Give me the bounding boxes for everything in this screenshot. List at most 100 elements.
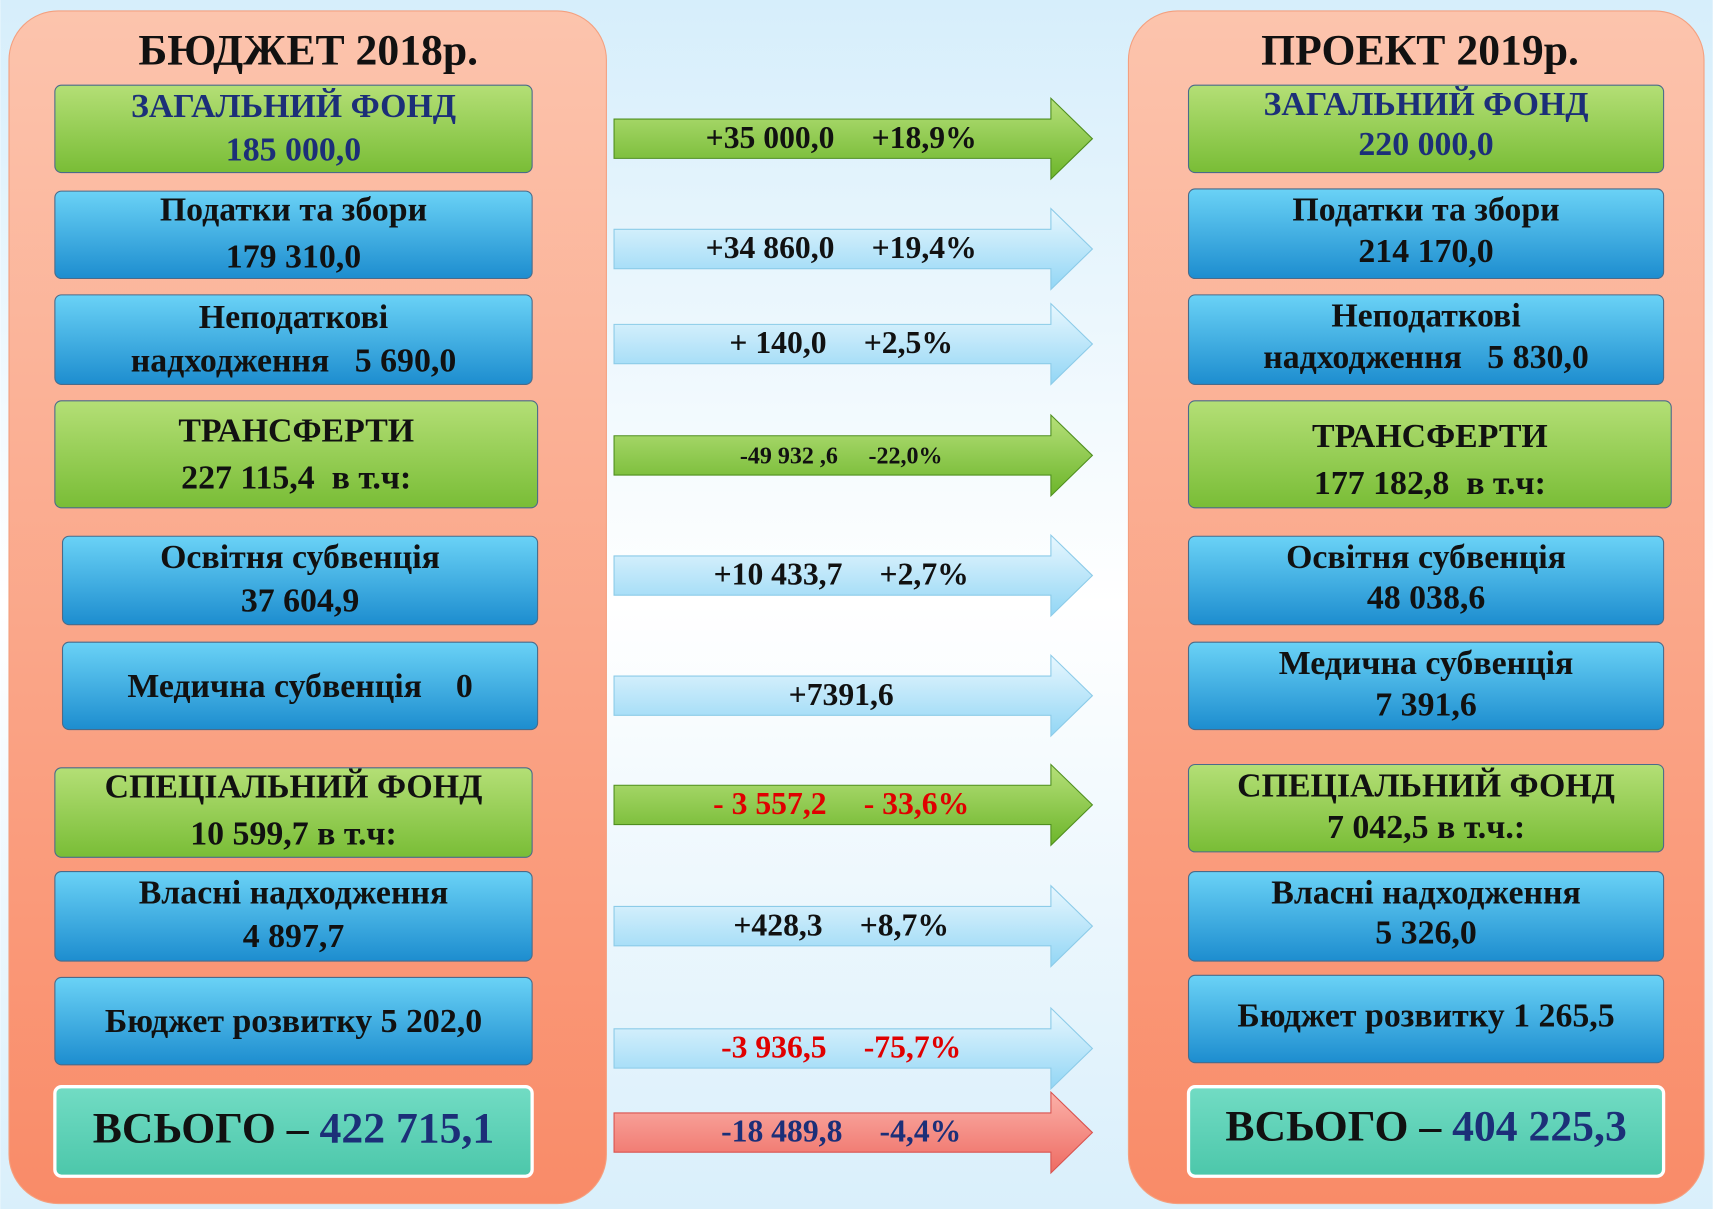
- total-label: ВСЬОГО –: [1225, 1102, 1442, 1150]
- box-text: Бюджет розвитку 5 202,0: [105, 1003, 482, 1040]
- box: [1187, 84, 1665, 174]
- box: [1187, 763, 1665, 853]
- box: [61, 535, 539, 626]
- box-text: 48 038,6: [1367, 579, 1485, 616]
- box-text: Податки та збори: [1292, 192, 1559, 229]
- box-text: Освітня субвенція: [1286, 539, 1566, 576]
- arrow: [613, 302, 1094, 386]
- box: [53, 1085, 534, 1178]
- box-text: ЗАГАЛЬНИЙ ФОНД: [1264, 86, 1589, 123]
- box: [1187, 535, 1665, 626]
- box-text: 177 182,8 в т.ч:: [1314, 465, 1546, 502]
- arrow: [613, 763, 1094, 847]
- box-text: ТРАНСФЕРТИ: [1312, 418, 1548, 455]
- box-text: Неподаткові: [1331, 298, 1520, 335]
- arrow-part: +2,7%: [880, 557, 969, 592]
- box-text: Медична субвенція: [1279, 645, 1574, 682]
- box-text: 37 604,9: [241, 583, 359, 620]
- box-text: 179 310,0: [226, 239, 361, 276]
- box: [1187, 974, 1665, 1064]
- box: [1187, 641, 1665, 731]
- arrow-part: - 33,6%: [864, 786, 970, 821]
- box: [1186, 1085, 1666, 1178]
- arrow-text: +428,3 +8,7%: [733, 908, 949, 943]
- box-text: Медична субвенція 0: [127, 668, 472, 705]
- box-text: 7 042,5 в т.ч.:: [1327, 809, 1525, 846]
- box-text: 10 599,7 в т.ч:: [190, 815, 397, 852]
- box: [54, 976, 533, 1066]
- box: [1187, 294, 1665, 385]
- left-title: БЮДЖЕТ 2018р.: [138, 27, 478, 75]
- total-value: 422 715,1: [320, 1105, 495, 1153]
- box-text: 7 391,6: [1375, 686, 1477, 723]
- arrow: [613, 96, 1094, 181]
- arrow-part: - 3 557,2: [713, 786, 826, 821]
- box-text: ТРАНСФЕРТИ: [178, 412, 414, 449]
- arrow-part: +35 000,0: [706, 120, 835, 155]
- arrow-text: -49 932 ,6 -22,0%: [740, 443, 943, 469]
- arrow-part: +7391,6: [789, 677, 894, 712]
- box-text: 5 326,0: [1375, 915, 1477, 952]
- arrow-text: - 3 557,2 - 33,6%: [713, 786, 969, 821]
- box: [1187, 188, 1665, 280]
- box: [54, 294, 533, 385]
- total-label: ВСЬОГО –: [93, 1105, 310, 1153]
- box-text: ЗАГАЛЬНИЙ ФОНД: [131, 88, 456, 125]
- arrow-part: -3 936,5: [721, 1030, 827, 1065]
- box-text: Власні надходження: [1271, 874, 1581, 911]
- box-text: СПЕЦІАЛЬНИЙ ФОНД: [105, 768, 483, 805]
- arrow: [613, 207, 1094, 291]
- box-text: надходження 5 690,0: [131, 342, 457, 379]
- arrow: [613, 1006, 1094, 1091]
- box-text: Неподаткові: [199, 299, 388, 336]
- box-text: СПЕЦІАЛЬНИЙ ФОНД: [1237, 767, 1615, 804]
- arrow-part: -18 489,8: [721, 1114, 842, 1149]
- box-text: 214 170,0: [1358, 233, 1493, 270]
- box: [54, 400, 539, 509]
- arrow-part: +18,9%: [872, 120, 977, 155]
- box-text: Бюджет розвитку 1 265,5: [1237, 998, 1614, 1035]
- box: [54, 767, 533, 858]
- box-text: 185 000,0: [226, 132, 361, 169]
- arrow: [613, 1090, 1094, 1175]
- right-title: ПРОЕКТ 2019р.: [1261, 27, 1579, 75]
- arrow-part: -4,4%: [880, 1114, 962, 1149]
- arrow-part: + 140,0: [729, 325, 826, 360]
- box: [54, 84, 533, 174]
- arrow: [613, 413, 1094, 498]
- box: [61, 641, 539, 731]
- total-text: ВСЬОГО –422 715,1: [93, 1105, 494, 1153]
- box-text: 4 897,7: [243, 918, 345, 955]
- box: [1187, 400, 1672, 509]
- arrow-text: -18 489,8 -4,4%: [721, 1114, 961, 1149]
- arrow: [613, 653, 1094, 738]
- arrow: [613, 533, 1094, 618]
- total-value: 404 225,3: [1452, 1102, 1627, 1150]
- arrow-part: -75,7%: [864, 1030, 962, 1065]
- box-text: 227 115,4 в т.ч:: [181, 459, 411, 496]
- arrow-part: +2,5%: [864, 325, 953, 360]
- arrow-part: +10 433,7: [714, 557, 843, 592]
- box-text: надходження 5 830,0: [1263, 339, 1589, 376]
- box-text: Податки та збори: [160, 192, 427, 229]
- box: [54, 870, 533, 962]
- arrow-text: +10 433,7 +2,7%: [714, 557, 969, 592]
- arrow-part: +34 860,0: [706, 230, 835, 265]
- arrow-text: +35 000,0 +18,9%: [706, 120, 977, 155]
- box-text: 220 000,0: [1358, 126, 1493, 163]
- arrow-part: +19,4%: [872, 230, 977, 265]
- arrow-text: +34 860,0 +19,4%: [706, 230, 977, 265]
- total-text: ВСЬОГО –404 225,3: [1225, 1102, 1626, 1150]
- arrow-part: -49 932 ,6: [740, 443, 838, 469]
- box: [1187, 870, 1665, 962]
- box: [54, 190, 533, 280]
- arrow-text: -3 936,5 -75,7%: [721, 1030, 961, 1065]
- arrow-text: +7391,6: [789, 677, 894, 712]
- arrow-part: +428,3: [733, 908, 822, 943]
- arrow-text: + 140,0 +2,5%: [729, 325, 953, 360]
- box-text: Власні надходження: [139, 874, 449, 911]
- arrow: [613, 884, 1094, 968]
- box-text: Освітня субвенція: [160, 539, 440, 576]
- arrow-part: -22,0%: [869, 443, 943, 469]
